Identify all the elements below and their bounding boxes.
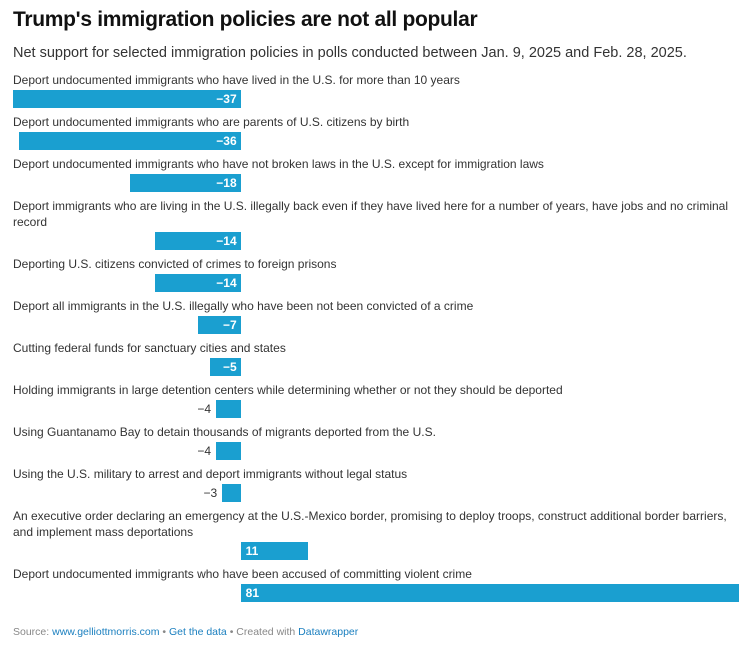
- footer-separator: •: [159, 626, 169, 638]
- bar: [197, 316, 241, 334]
- get-data-link[interactable]: Get the data: [168, 626, 227, 638]
- bar: [13, 90, 241, 108]
- value-label: −4: [197, 444, 212, 458]
- category-label: Deporting U.S. citizens convicted of cri…: [13, 257, 337, 271]
- chart-subtitle: Net support for selected immigration pol…: [13, 45, 687, 61]
- bar: [216, 442, 241, 460]
- category-label: Deport undocumented immigrants who are p…: [13, 115, 410, 129]
- bar: [240, 584, 739, 602]
- bar: [240, 542, 309, 560]
- bar: [19, 132, 241, 150]
- bar: [154, 232, 241, 250]
- source-link[interactable]: www.gelliottmorris.com: [52, 626, 160, 638]
- footer-created-with: • Created with: [226, 626, 299, 638]
- value-label: −36: [216, 134, 237, 148]
- category-label: Holding immigrants in large detention ce…: [13, 383, 563, 397]
- value-label: −14: [216, 276, 237, 290]
- category-label: Deport all immigrants in the U.S. illega…: [13, 299, 474, 313]
- value-label: 11: [245, 544, 259, 558]
- value-label: −14: [216, 234, 237, 248]
- category-label: Deport undocumented immigrants who have …: [13, 157, 544, 171]
- value-label: −4: [197, 402, 212, 416]
- bar: [209, 358, 241, 376]
- bar: [154, 274, 241, 292]
- category-label: Cutting federal funds for sanctuary citi…: [13, 341, 286, 355]
- chart-footer: Source: www.gelliottmorris.com • Get the…: [13, 626, 358, 638]
- bar: [222, 484, 241, 502]
- value-label: −18: [216, 176, 237, 190]
- bar: [129, 174, 241, 192]
- value-label: −5: [222, 360, 237, 374]
- value-label: 81: [245, 586, 259, 600]
- category-label: An executive order declaring an emergenc…: [13, 509, 727, 539]
- value-label: −7: [222, 318, 237, 332]
- category-label: Deport immigrants who are living in the …: [13, 199, 729, 229]
- datawrapper-link[interactable]: Datawrapper: [298, 626, 359, 638]
- value-label: −3: [203, 486, 218, 500]
- bar: [216, 400, 241, 418]
- category-label: Deport undocumented immigrants who have …: [13, 567, 472, 581]
- category-label: Using the U.S. military to arrest and de…: [13, 467, 408, 481]
- category-label: Deport undocumented immigrants who have …: [13, 73, 460, 87]
- source-prefix: Source:: [13, 626, 53, 638]
- chart-title: Trump's immigration policies are not all…: [13, 8, 478, 31]
- value-label: −37: [216, 92, 237, 106]
- category-label: Using Guantanamo Bay to detain thousands…: [13, 425, 436, 439]
